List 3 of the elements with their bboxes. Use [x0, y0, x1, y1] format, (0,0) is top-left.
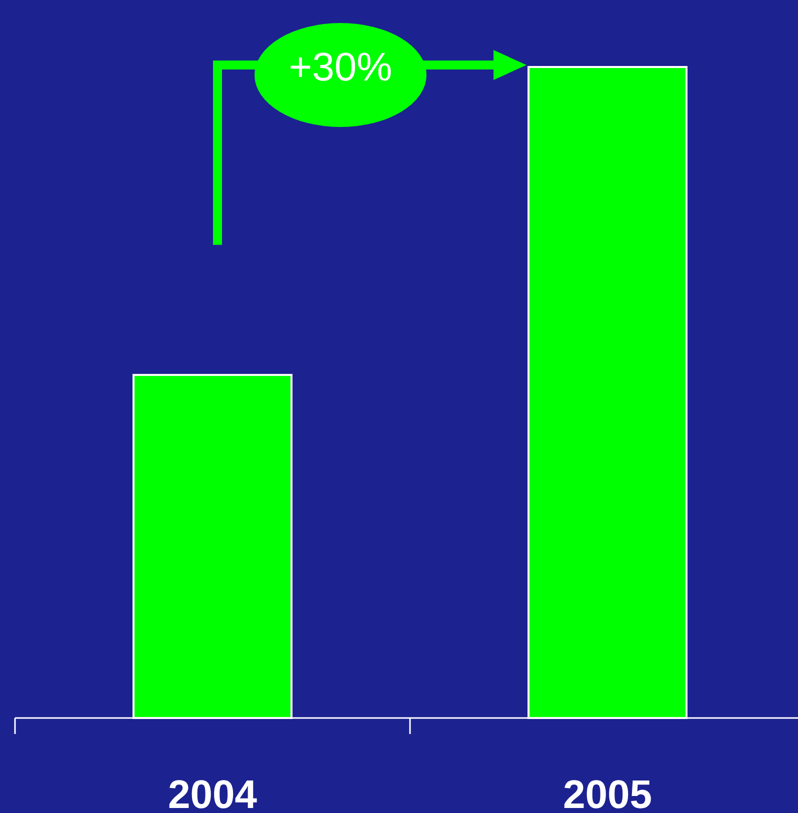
x-tick-label: 2005: [563, 773, 652, 813]
x-tick-label: 2004: [168, 773, 258, 813]
annotation: +30%: [288, 46, 392, 90]
